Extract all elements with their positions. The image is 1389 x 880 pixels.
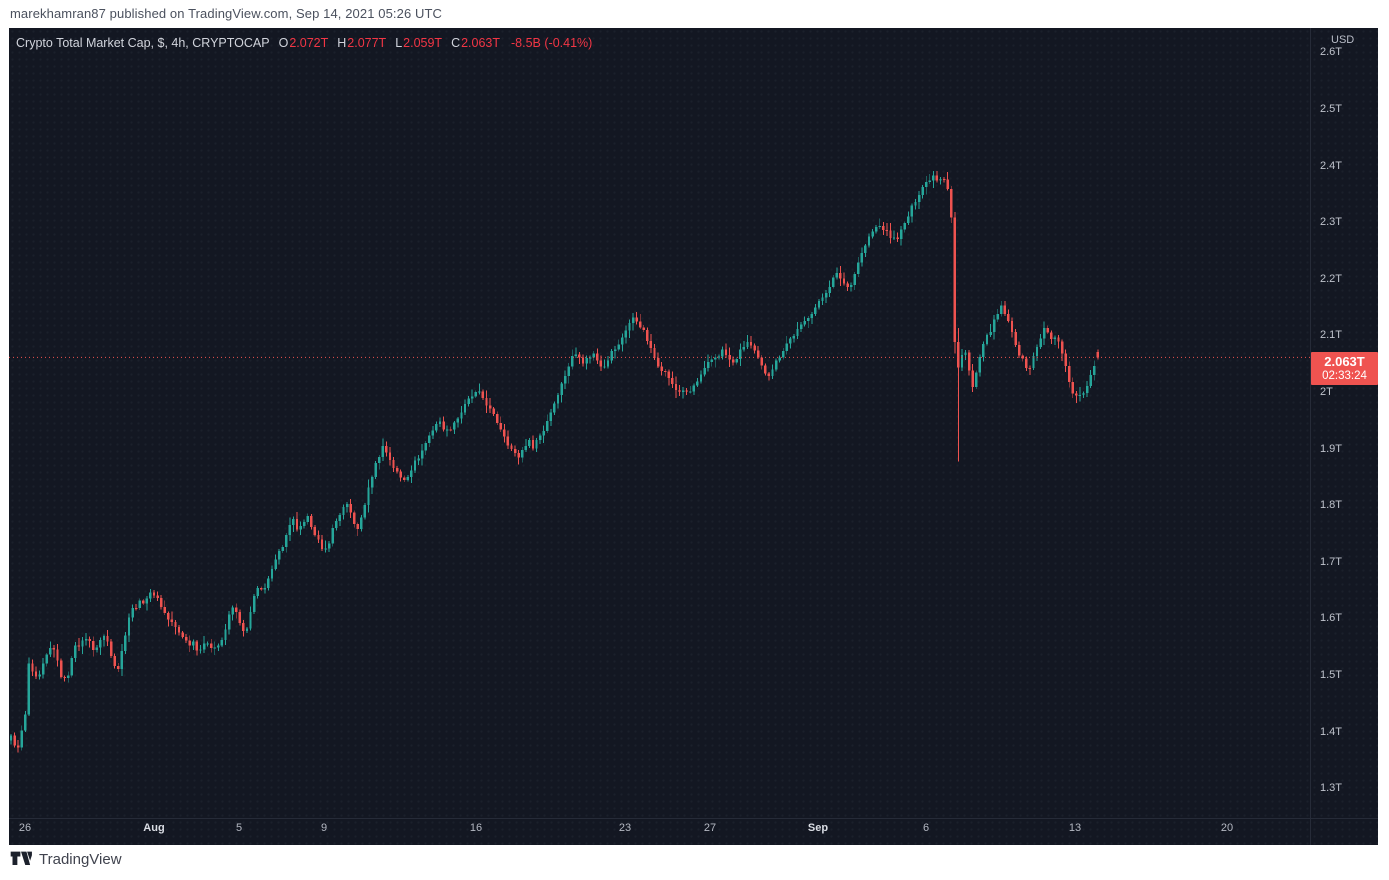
tradingview-brand-text[interactable]: TradingView [39, 851, 122, 868]
ohlc-close: C 2.063T [451, 36, 501, 50]
ohlc-low: L 2.059T [395, 36, 443, 50]
currency-label: USD [1331, 34, 1355, 46]
chart-legend: Crypto Total Market Cap, $, 4h, CRYPTOCA… [16, 36, 592, 50]
chart-panel[interactable] [9, 28, 1378, 845]
change-value: -8.5B (-0.41%) [511, 36, 593, 50]
ohlc-open: O 2.072T [278, 36, 329, 50]
footer: TradingView [10, 851, 122, 868]
symbol-title: Crypto Total Market Cap, $, 4h, CRYPTOCA… [16, 36, 270, 50]
ohlc-high: H 2.077T [337, 36, 387, 50]
last-price-label: 2.063T 02:33:24 [1311, 352, 1378, 386]
tradingview-logo-icon[interactable] [10, 851, 32, 868]
bar-countdown: 02:33:24 [1322, 370, 1367, 383]
attribution-text: marekhamran87 published on TradingView.c… [10, 6, 443, 21]
last-price-value: 2.063T [1324, 354, 1365, 370]
